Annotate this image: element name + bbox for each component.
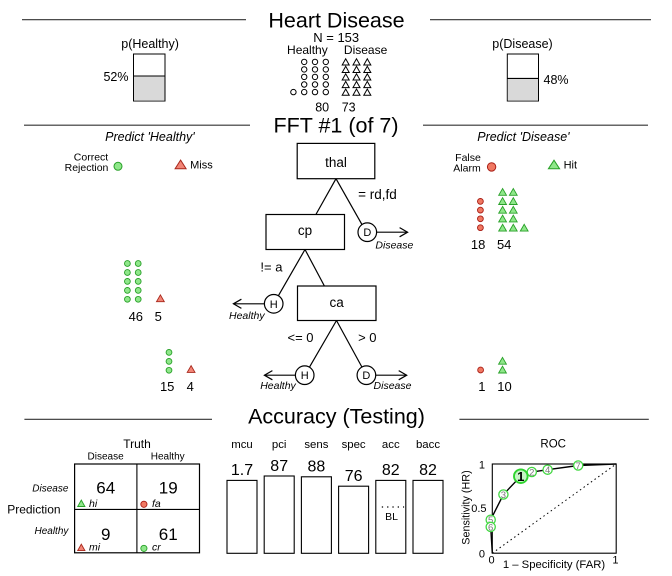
svg-text:6: 6 xyxy=(488,522,493,533)
svg-text:Predict 'Disease': Predict 'Disease' xyxy=(477,130,570,144)
svg-text:64: 64 xyxy=(96,478,115,497)
svg-text:15: 15 xyxy=(160,379,174,394)
svg-text:Healthy: Healthy xyxy=(260,380,296,392)
svg-text:!= a: != a xyxy=(260,260,283,275)
svg-text:1: 1 xyxy=(479,460,485,472)
svg-text:Miss: Miss xyxy=(190,160,213,172)
svg-text:False: False xyxy=(455,152,481,164)
svg-text:thal: thal xyxy=(325,155,347,170)
svg-text:<= 0: <= 0 xyxy=(287,330,313,345)
svg-text:Hit: Hit xyxy=(564,159,577,171)
svg-text:4: 4 xyxy=(187,379,194,394)
svg-text:2: 2 xyxy=(529,467,534,478)
svg-text:1: 1 xyxy=(478,379,485,394)
svg-text:Alarm: Alarm xyxy=(453,163,481,175)
svg-text:hi: hi xyxy=(89,498,98,510)
svg-text:10: 10 xyxy=(497,379,511,394)
svg-text:82: 82 xyxy=(419,462,437,479)
svg-text:1: 1 xyxy=(612,555,618,567)
svg-text:p(Disease): p(Disease) xyxy=(492,37,552,51)
svg-text:N = 153: N = 153 xyxy=(313,30,359,45)
svg-text:BL: BL xyxy=(385,511,398,523)
svg-text:9: 9 xyxy=(101,525,110,544)
svg-text:ROC: ROC xyxy=(540,439,566,451)
svg-text:48%: 48% xyxy=(544,73,569,87)
svg-text:Disease: Disease xyxy=(375,240,413,252)
svg-text:Accuracy (Testing): Accuracy (Testing) xyxy=(248,404,425,428)
svg-text:19: 19 xyxy=(159,478,178,497)
svg-text:H: H xyxy=(270,299,278,311)
svg-text:82: 82 xyxy=(382,462,400,479)
svg-text:Sensitivity (HR): Sensitivity (HR) xyxy=(461,470,473,544)
svg-text:Healthy: Healthy xyxy=(151,451,185,462)
svg-text:cp: cp xyxy=(298,223,312,238)
svg-text:Healthy: Healthy xyxy=(287,43,328,57)
svg-text:mi: mi xyxy=(89,542,101,554)
svg-text:0: 0 xyxy=(489,555,495,567)
svg-text:D: D xyxy=(362,370,370,382)
svg-text:1: 1 xyxy=(517,469,524,484)
svg-text:= rd,fd: = rd,fd xyxy=(358,187,397,202)
svg-text:D: D xyxy=(363,227,371,239)
svg-text:Rejection: Rejection xyxy=(65,162,109,174)
svg-text:76: 76 xyxy=(345,468,363,485)
svg-text:0.5: 0.5 xyxy=(471,503,486,515)
svg-text:88: 88 xyxy=(308,459,326,476)
svg-text:3: 3 xyxy=(501,490,506,501)
svg-text:acc: acc xyxy=(382,439,400,451)
svg-text:Prediction: Prediction xyxy=(7,503,60,517)
svg-text:p(Healthy): p(Healthy) xyxy=(121,37,179,51)
svg-text:fa: fa xyxy=(152,498,161,510)
svg-text:5: 5 xyxy=(155,309,162,324)
svg-text:Correct: Correct xyxy=(74,151,109,163)
svg-text:18: 18 xyxy=(471,237,485,252)
svg-text:Truth: Truth xyxy=(123,437,151,451)
svg-text:5: 5 xyxy=(488,515,493,526)
svg-text:Disease: Disease xyxy=(88,451,125,462)
svg-text:73: 73 xyxy=(342,100,356,114)
svg-text:0: 0 xyxy=(479,549,485,561)
svg-text:bacc: bacc xyxy=(416,439,440,451)
svg-text:Healthy: Healthy xyxy=(34,526,69,537)
svg-text:ca: ca xyxy=(329,295,344,310)
svg-text:Disease: Disease xyxy=(32,484,69,495)
svg-text:46: 46 xyxy=(129,309,143,324)
svg-text:mcu: mcu xyxy=(231,439,253,451)
svg-text:cr: cr xyxy=(152,542,161,554)
svg-text:4: 4 xyxy=(545,465,550,476)
svg-text:1 – Specificity (FAR): 1 – Specificity (FAR) xyxy=(503,559,606,571)
svg-text:Healthy: Healthy xyxy=(229,310,265,322)
svg-text:7: 7 xyxy=(576,461,581,472)
svg-text:80: 80 xyxy=(315,100,329,114)
svg-text:sens: sens xyxy=(304,439,328,451)
svg-text:H: H xyxy=(301,370,309,382)
svg-text:Disease: Disease xyxy=(344,43,388,57)
svg-text:Heart Disease: Heart Disease xyxy=(268,8,404,32)
svg-text:spec: spec xyxy=(342,439,366,451)
svg-text:87: 87 xyxy=(270,458,288,475)
svg-text:Disease: Disease xyxy=(374,380,412,392)
svg-text:54: 54 xyxy=(497,237,511,252)
svg-text:pci: pci xyxy=(272,439,287,451)
svg-text:FFT #1 (of 7): FFT #1 (of 7) xyxy=(273,113,398,137)
svg-text:Predict 'Healthy': Predict 'Healthy' xyxy=(105,130,195,144)
svg-text:52%: 52% xyxy=(103,70,128,84)
svg-text:1.7: 1.7 xyxy=(231,462,253,479)
svg-text:61: 61 xyxy=(159,525,178,544)
svg-text:> 0: > 0 xyxy=(358,330,376,345)
